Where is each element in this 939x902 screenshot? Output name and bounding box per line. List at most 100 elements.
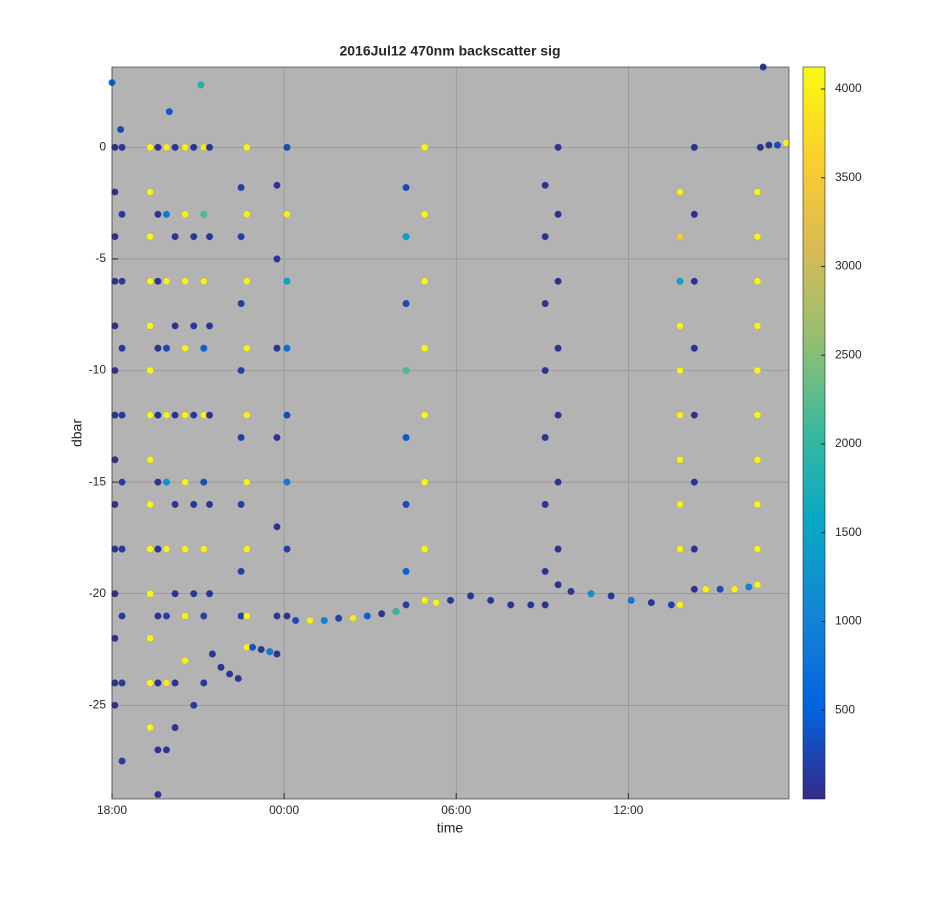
- point: [111, 366, 119, 375]
- point: [306, 616, 314, 625]
- point: [118, 679, 126, 687]
- x-tick-label: 06:00: [441, 803, 471, 817]
- point: [647, 599, 655, 607]
- point: [200, 545, 208, 553]
- point: [237, 500, 245, 509]
- point: [507, 601, 515, 609]
- point: [226, 670, 234, 678]
- point: [541, 181, 549, 189]
- point: [162, 411, 171, 419]
- point: [146, 456, 154, 464]
- point: [667, 601, 675, 609]
- point: [111, 679, 119, 687]
- point: [111, 590, 119, 598]
- point: [243, 344, 251, 352]
- point: [205, 143, 214, 151]
- point: [541, 500, 549, 509]
- point: [541, 567, 549, 575]
- point: [676, 500, 684, 509]
- colorbar-tick-label: 500: [835, 702, 855, 716]
- point: [146, 233, 154, 241]
- point: [111, 411, 119, 419]
- point: [554, 545, 562, 553]
- point: [690, 143, 698, 151]
- point: [111, 545, 119, 553]
- point: [690, 478, 698, 486]
- point: [690, 344, 698, 352]
- point: [402, 366, 410, 375]
- point: [273, 344, 281, 352]
- point: [541, 601, 549, 609]
- point: [753, 500, 762, 509]
- x-axis-label: time: [437, 820, 464, 836]
- point: [111, 188, 119, 196]
- point: [402, 500, 410, 509]
- point: [392, 607, 400, 616]
- point: [554, 277, 562, 285]
- y-tick-label: -25: [89, 697, 107, 711]
- point: [421, 596, 429, 604]
- point: [676, 545, 684, 553]
- point: [248, 643, 257, 651]
- point: [208, 650, 217, 658]
- point: [690, 411, 698, 419]
- point: [146, 634, 154, 642]
- point: [243, 478, 251, 486]
- point: [283, 344, 291, 352]
- point: [273, 181, 281, 189]
- point: [171, 723, 179, 732]
- point: [273, 523, 281, 531]
- point: [111, 456, 119, 464]
- y-tick-label: -20: [89, 586, 107, 600]
- point: [154, 612, 162, 620]
- point: [273, 650, 281, 658]
- point: [283, 277, 291, 285]
- point: [765, 141, 773, 149]
- point: [243, 612, 251, 620]
- point: [753, 233, 762, 241]
- point: [217, 663, 225, 671]
- point: [291, 616, 300, 625]
- point: [237, 183, 245, 192]
- point: [237, 433, 245, 442]
- point: [690, 585, 698, 593]
- point: [200, 612, 208, 620]
- y-tick-label: -5: [95, 251, 106, 265]
- point: [554, 143, 562, 151]
- point: [237, 567, 245, 575]
- point: [690, 210, 698, 218]
- point: [154, 679, 162, 687]
- point: [243, 277, 251, 285]
- point: [146, 500, 154, 509]
- point: [146, 590, 154, 598]
- point: [111, 701, 119, 709]
- point: [162, 746, 171, 754]
- point: [283, 478, 291, 486]
- point: [146, 188, 154, 196]
- point: [111, 500, 119, 509]
- colorbar-tick-label: 2500: [835, 347, 862, 361]
- point: [171, 233, 179, 241]
- colorbar: [802, 66, 826, 800]
- point: [421, 411, 429, 419]
- point: [190, 411, 198, 419]
- point: [162, 344, 171, 352]
- point: [676, 277, 684, 285]
- colorbar-tick-label: 1500: [835, 525, 862, 539]
- point: [702, 585, 710, 593]
- point: [349, 614, 357, 622]
- point: [237, 233, 245, 241]
- point: [146, 143, 154, 151]
- point: [237, 299, 245, 308]
- y-tick-label: 0: [99, 140, 106, 154]
- point: [402, 567, 410, 575]
- point: [402, 433, 410, 442]
- point: [154, 411, 162, 419]
- point: [676, 188, 684, 196]
- point: [283, 143, 291, 151]
- point: [118, 143, 126, 151]
- y-tick-label: -10: [89, 363, 107, 377]
- point: [154, 790, 162, 799]
- point: [181, 657, 189, 665]
- point: [421, 478, 429, 486]
